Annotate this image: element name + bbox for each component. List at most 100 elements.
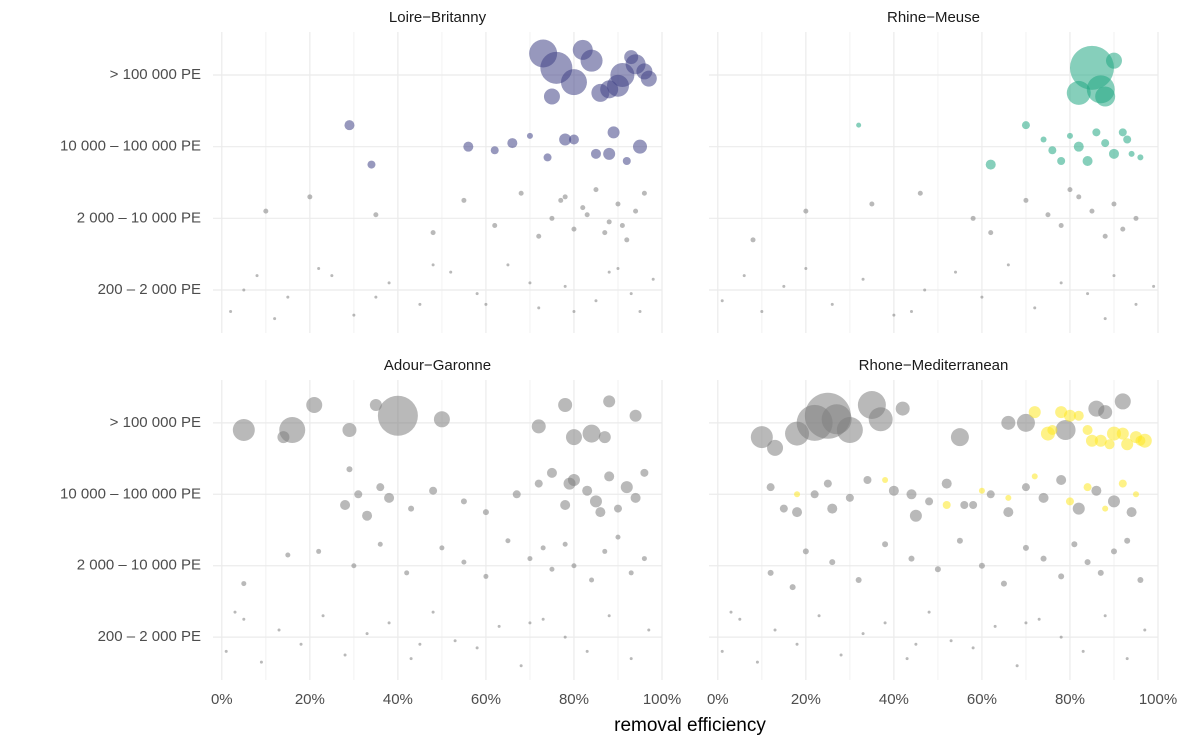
point <box>888 485 899 496</box>
point <box>449 270 453 274</box>
point <box>767 569 774 576</box>
point <box>1040 136 1047 143</box>
point <box>1152 284 1156 288</box>
point <box>1059 635 1063 639</box>
point <box>942 501 951 509</box>
point <box>1132 491 1139 498</box>
point <box>528 621 532 625</box>
point <box>571 563 577 569</box>
x-tick-label: 20% <box>295 691 325 708</box>
point <box>321 614 325 618</box>
point <box>1118 479 1127 488</box>
point <box>362 510 373 521</box>
point <box>285 552 291 558</box>
point <box>1135 435 1146 446</box>
point <box>1059 281 1063 285</box>
point <box>622 157 631 165</box>
point <box>923 288 927 292</box>
point <box>647 628 651 632</box>
point <box>549 566 555 572</box>
point <box>409 657 413 661</box>
point <box>1123 135 1132 144</box>
point <box>1133 215 1139 221</box>
point <box>729 610 733 614</box>
point <box>343 653 347 657</box>
point <box>572 39 593 60</box>
point <box>1005 494 1012 501</box>
point <box>461 559 467 565</box>
point <box>1073 410 1084 421</box>
point <box>585 649 589 653</box>
point <box>352 313 356 317</box>
point <box>277 431 290 444</box>
point <box>534 479 543 488</box>
point <box>949 639 953 643</box>
point <box>742 274 746 278</box>
point <box>330 274 334 278</box>
point <box>519 664 523 668</box>
point <box>1001 415 1016 430</box>
point <box>905 657 909 661</box>
point <box>1045 212 1051 218</box>
point <box>242 288 246 292</box>
point <box>640 468 649 477</box>
point <box>641 190 647 196</box>
point <box>934 566 941 573</box>
point <box>1065 497 1074 506</box>
facet-title: Adour−Garonne <box>384 357 491 374</box>
point <box>344 120 355 131</box>
point <box>537 306 541 310</box>
point <box>630 492 641 503</box>
point <box>306 397 323 413</box>
point <box>589 495 602 508</box>
point <box>636 63 653 80</box>
point <box>1072 502 1085 515</box>
y-tick-label: 2 000 – 10 000 PE <box>77 209 201 226</box>
point <box>985 159 996 170</box>
point <box>651 277 655 281</box>
point <box>789 584 796 591</box>
point <box>1073 141 1084 152</box>
point <box>492 223 498 228</box>
point <box>1081 649 1085 653</box>
point <box>830 302 834 306</box>
point <box>956 537 963 544</box>
point <box>1066 132 1073 139</box>
point <box>1022 544 1029 551</box>
point <box>827 503 838 514</box>
point <box>384 492 395 503</box>
point <box>507 138 518 149</box>
point <box>340 500 351 510</box>
point <box>1056 475 1067 485</box>
point <box>855 577 862 583</box>
point <box>543 88 560 105</box>
point <box>980 295 984 299</box>
point <box>909 310 913 313</box>
point <box>1112 274 1116 278</box>
point <box>1124 537 1131 544</box>
point <box>559 133 572 146</box>
point <box>1121 438 1134 451</box>
point <box>1104 439 1115 450</box>
point <box>277 628 281 632</box>
point <box>1033 306 1037 310</box>
point <box>482 509 489 516</box>
point <box>1103 614 1107 618</box>
point <box>755 660 759 664</box>
y-tick-label: 10 000 – 100 000 PE <box>60 138 201 155</box>
point <box>861 277 865 281</box>
point <box>1040 555 1047 562</box>
point <box>317 267 321 270</box>
point <box>1038 492 1049 503</box>
point <box>408 505 415 512</box>
point <box>856 122 862 128</box>
point <box>909 509 922 522</box>
point <box>1076 194 1082 200</box>
point <box>1134 302 1138 306</box>
point <box>1108 148 1119 159</box>
point <box>986 490 995 499</box>
point <box>950 428 969 447</box>
point <box>1120 226 1126 232</box>
point <box>624 237 630 243</box>
point <box>641 556 647 562</box>
